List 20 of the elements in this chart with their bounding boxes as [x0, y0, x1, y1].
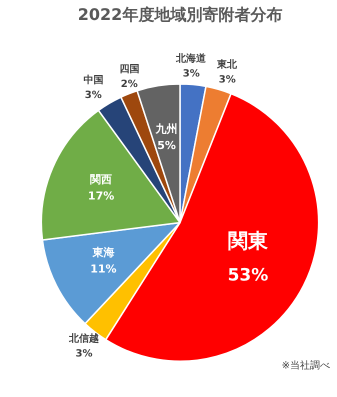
data-label: 3% — [84, 90, 102, 101]
data-label: 17% — [88, 190, 114, 203]
slice-label: 四国 — [119, 64, 140, 76]
data-label: 3% — [75, 348, 92, 360]
slice-label: 関東 — [228, 228, 268, 252]
slice-label: 関西 — [90, 173, 112, 186]
data-label: 2% — [120, 79, 138, 90]
data-label: 11% — [90, 262, 117, 276]
data-label: 3% — [218, 74, 236, 86]
chart-title: 2022年度地域別寄附者分布 — [78, 4, 282, 24]
slice-label: 九州 — [154, 122, 178, 136]
slice-label: 北信越 — [68, 332, 99, 344]
data-label: 5% — [157, 138, 176, 152]
slice-label: 東北 — [216, 58, 238, 70]
text: ※当社調べ — [282, 360, 330, 372]
slice-label: 北海道 — [175, 52, 208, 65]
slice-label: 中国 — [83, 74, 104, 86]
data-label: 3% — [182, 68, 200, 80]
data-label: 53% — [228, 266, 268, 286]
slice-label: 東海 — [91, 246, 114, 260]
